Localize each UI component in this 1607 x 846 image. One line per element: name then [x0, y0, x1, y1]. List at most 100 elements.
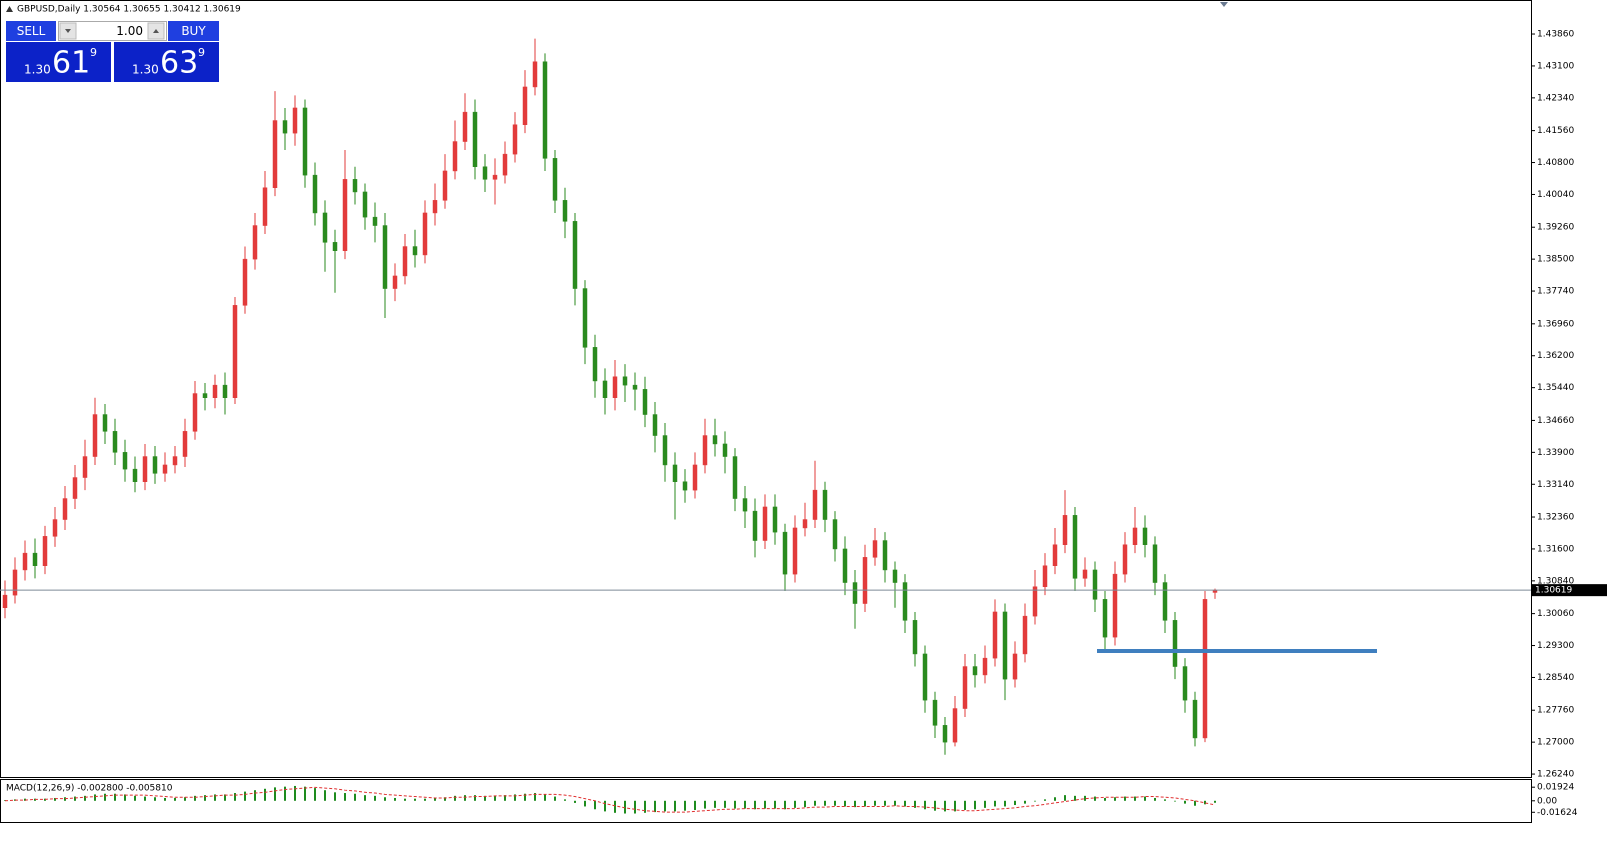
- candle-body: [852, 582, 858, 604]
- candle-body: [82, 456, 88, 478]
- y-tick-label: 1.33140: [1537, 480, 1574, 490]
- candle-body: [842, 548, 848, 583]
- bid-box[interactable]: [6, 42, 111, 82]
- candle-body: [722, 443, 728, 457]
- y-tick-label: 1.42340: [1537, 93, 1574, 103]
- y-tick-label: 1.37740: [1537, 287, 1574, 297]
- y-tick-label: 1.43100: [1537, 61, 1574, 71]
- candle-body: [92, 414, 98, 457]
- candle-body: [972, 666, 978, 676]
- candle-body: [892, 569, 898, 583]
- y-tick-label: 1.28540: [1537, 673, 1574, 683]
- candle-body: [402, 246, 408, 277]
- y-tick-label: 1.30060: [1537, 609, 1574, 619]
- candle-body: [482, 166, 488, 180]
- candle-body: [682, 481, 688, 491]
- candle-body: [342, 179, 348, 251]
- candle-body: [282, 120, 288, 134]
- candle-body: [1142, 527, 1148, 545]
- bid-big: 1.30: [24, 63, 51, 77]
- candle-body: [782, 531, 788, 575]
- ask-box[interactable]: [114, 42, 219, 82]
- candle-body: [32, 552, 38, 566]
- candle-body: [532, 61, 538, 88]
- y-tick-label: 1.40800: [1537, 158, 1574, 168]
- candle-body: [742, 498, 748, 512]
- candle-body: [752, 510, 758, 541]
- candle-body: [1032, 586, 1038, 617]
- candle-body: [62, 498, 68, 520]
- candle-body: [802, 519, 808, 529]
- candle-body: [152, 456, 158, 474]
- sell-label[interactable]: SELL: [17, 24, 46, 38]
- lot-input[interactable]: [58, 21, 167, 41]
- buy-label[interactable]: BUY: [181, 24, 206, 38]
- y-tick-label: 1.32360: [1537, 513, 1574, 523]
- buy-button[interactable]: [168, 21, 219, 41]
- candle-body: [902, 582, 908, 621]
- candle-body: [352, 179, 358, 193]
- y-tick-label: 1.27000: [1537, 738, 1574, 748]
- candle-body: [562, 200, 568, 222]
- candle-body: [962, 666, 968, 709]
- candle-body: [202, 393, 208, 398]
- candle-body: [882, 540, 888, 571]
- candle-body: [172, 456, 178, 466]
- y-tick-label: 1.33900: [1537, 448, 1574, 458]
- candle-body: [262, 187, 268, 226]
- candle-body: [102, 414, 108, 432]
- candle-body: [392, 275, 398, 289]
- y-tick-label: 1.43860: [1537, 30, 1574, 40]
- candle-body: [1042, 565, 1048, 587]
- candle-body: [542, 61, 548, 159]
- candle-body: [42, 536, 48, 566]
- candle-body: [712, 435, 718, 445]
- macd-y-tick-label: 0.01924: [1537, 783, 1574, 793]
- candle-body: [2, 594, 8, 608]
- candle-body: [12, 569, 18, 596]
- sell-button[interactable]: [6, 21, 56, 41]
- candle-body: [732, 456, 738, 499]
- candle-body: [382, 225, 388, 289]
- macd-signal: [4, 786, 1216, 813]
- ask-big: 1.30: [132, 63, 159, 77]
- candle-body: [492, 174, 498, 180]
- bid-main: 61: [52, 46, 90, 81]
- candle-body: [1172, 620, 1178, 667]
- down-arrow: [65, 29, 71, 33]
- shift-marker[interactable]: [1220, 2, 1228, 7]
- candle-body: [442, 170, 448, 201]
- candle-body: [372, 216, 378, 226]
- candle-body: [832, 519, 838, 550]
- candle-body: [272, 120, 278, 188]
- candle-body: [982, 657, 988, 676]
- candle-body: [872, 540, 878, 558]
- candle-body: [1072, 515, 1078, 579]
- chart-header: GBPUSD,Daily 1.30564 1.30655 1.30412 1.3…: [17, 5, 241, 15]
- y-tick-label: 1.27760: [1537, 706, 1574, 716]
- bid-small: 9: [90, 46, 97, 59]
- y-tick-label: 1.30840: [1537, 576, 1574, 586]
- candle-body: [552, 158, 558, 201]
- candle-body: [1082, 569, 1088, 579]
- candle-body: [922, 653, 928, 701]
- candle-body: [1102, 599, 1108, 638]
- y-tick-label: 1.26240: [1537, 770, 1574, 780]
- macd-y-tick-label: 0.00: [1537, 796, 1557, 806]
- candle-body: [592, 347, 598, 382]
- candle-body: [582, 288, 588, 348]
- candle-body: [792, 527, 798, 575]
- candle-body: [702, 435, 708, 466]
- candle-body: [1062, 515, 1068, 545]
- lot-value[interactable]: 1.00: [116, 24, 143, 38]
- candle-body: [512, 124, 518, 155]
- candle-body: [412, 246, 418, 256]
- candle-body: [862, 557, 868, 604]
- up-arrow: [153, 29, 159, 33]
- price-tag-label: 1.30619: [1535, 586, 1572, 596]
- indicator-title: MACD(12,26,9) -0.002800 -0.005810: [6, 784, 173, 794]
- candle-body: [52, 519, 58, 537]
- y-tick-label: 1.38500: [1537, 255, 1574, 265]
- candle-body: [432, 200, 438, 214]
